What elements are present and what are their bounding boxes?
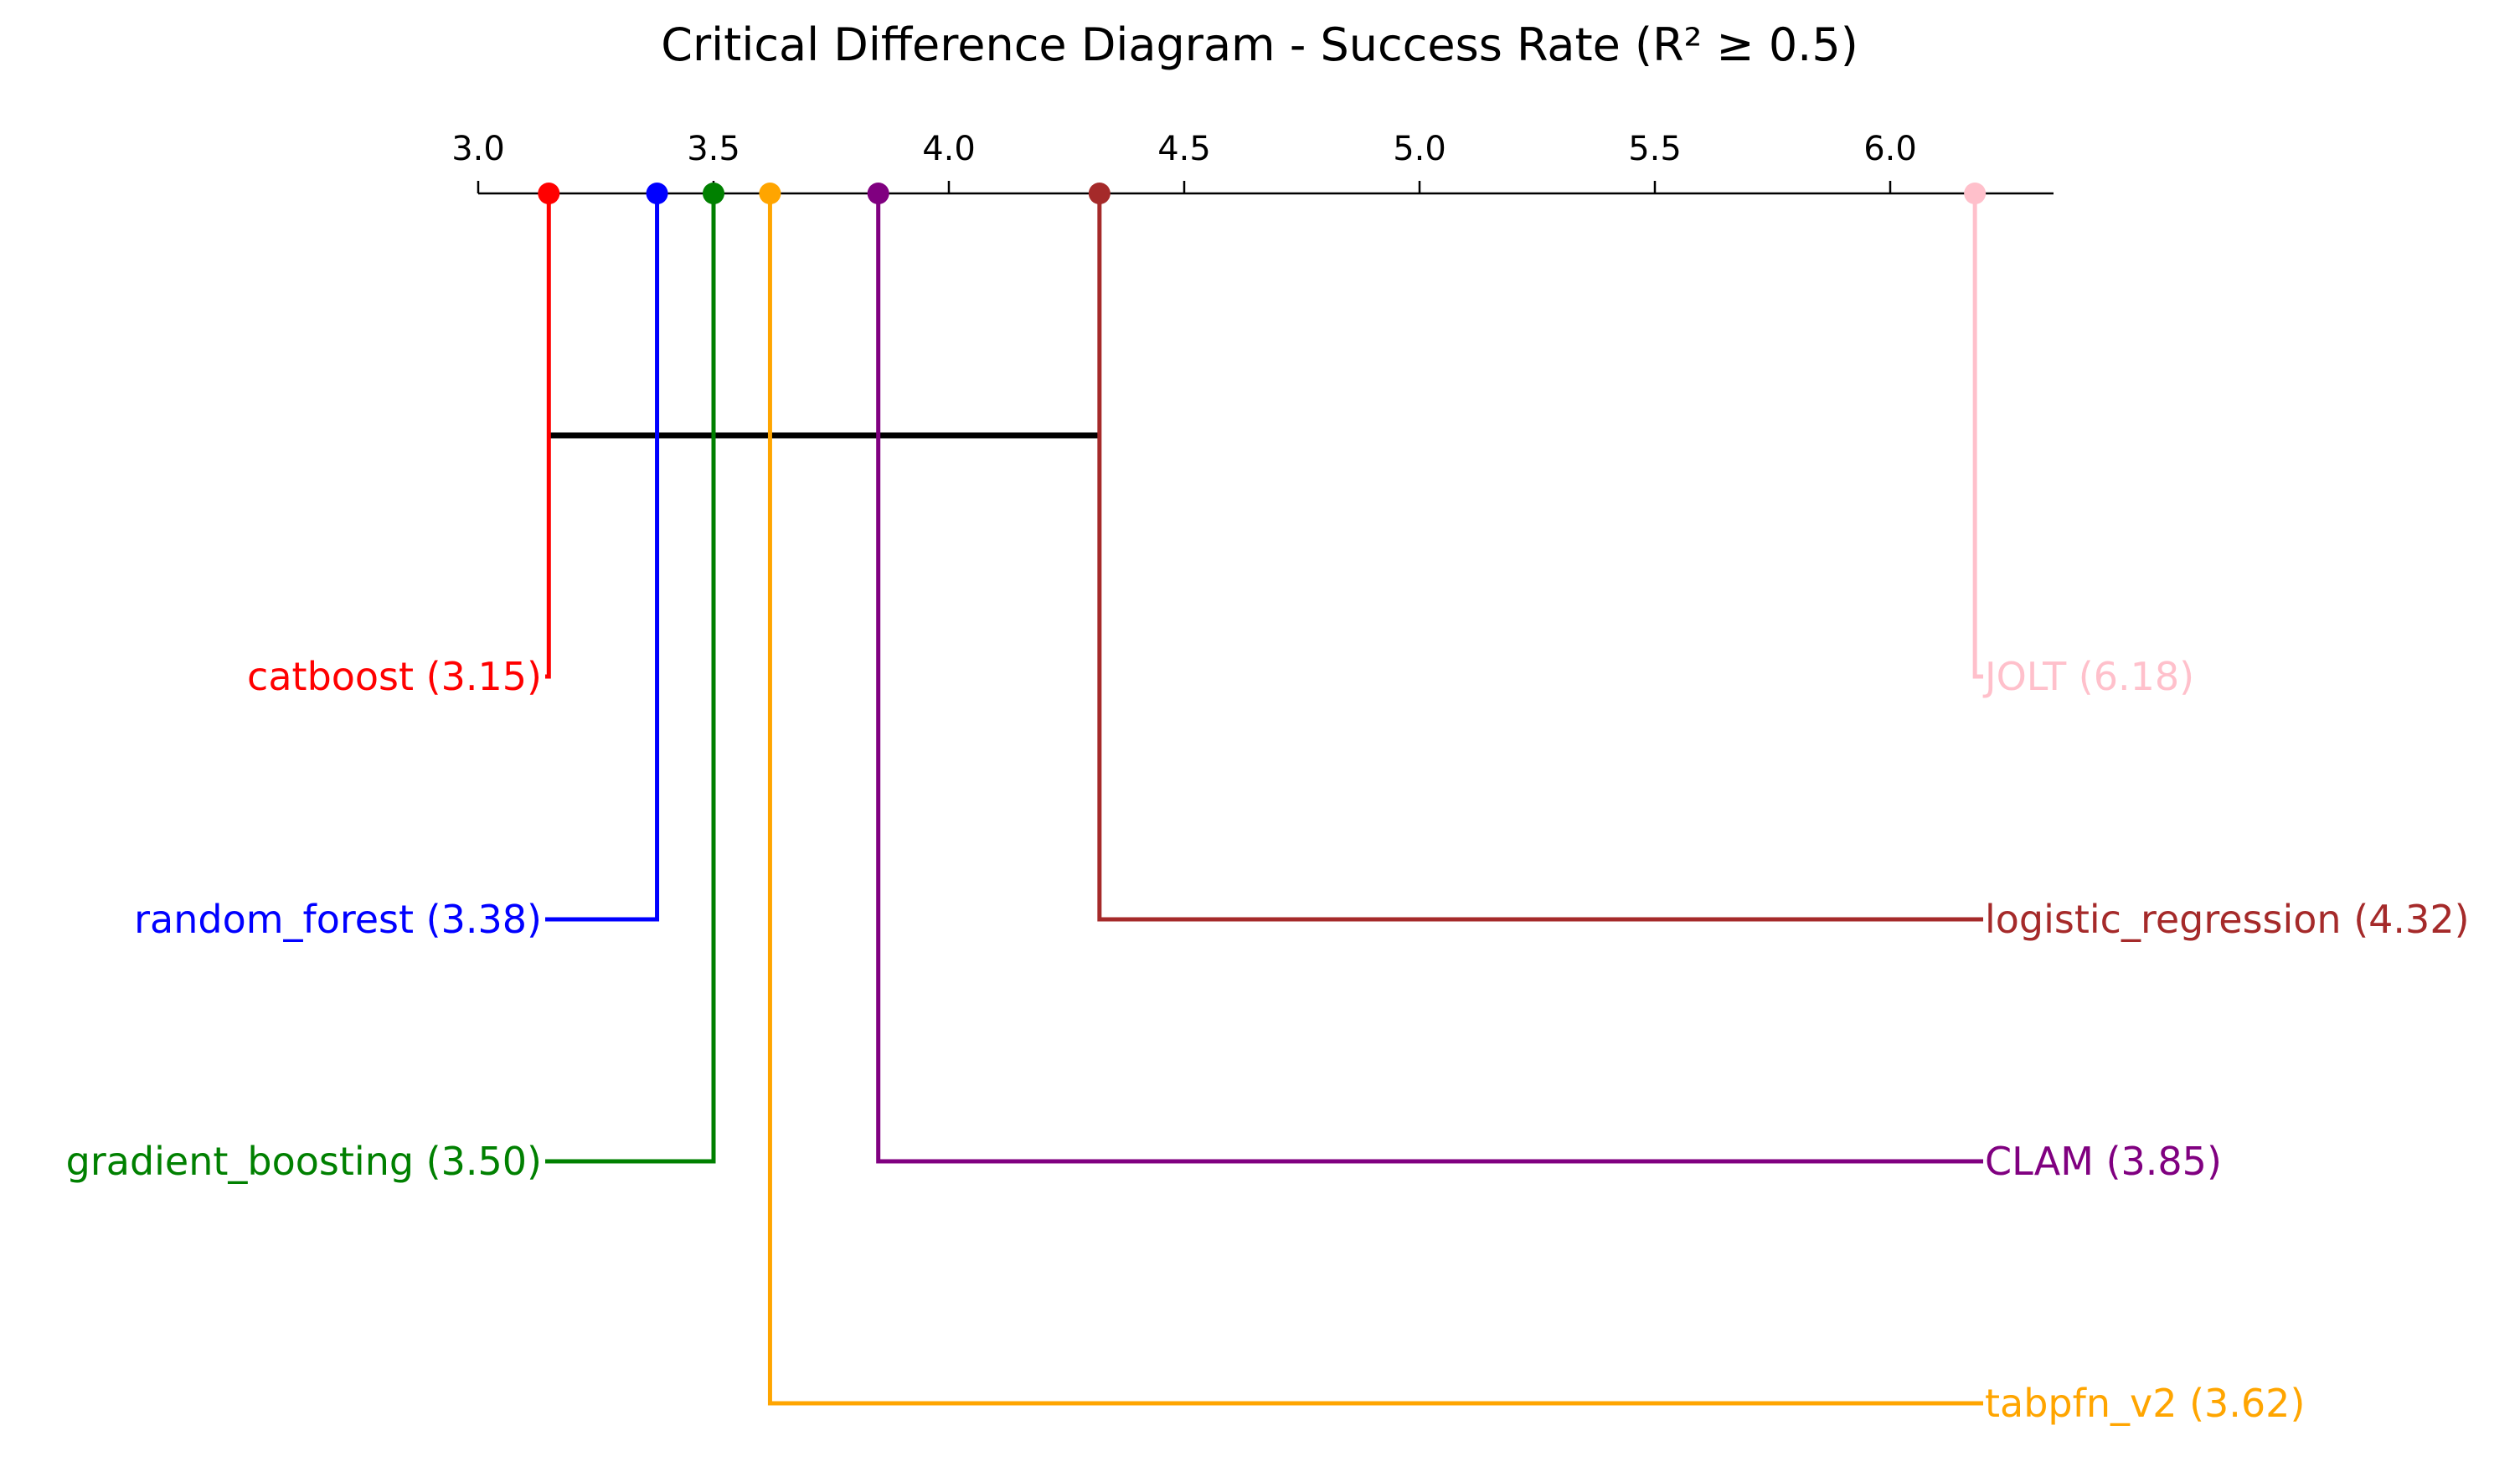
- axis-tick-label: 3.5: [687, 130, 740, 168]
- connector-tabpfn_v2: [767, 193, 1983, 1406]
- marker-CLAM: [867, 183, 889, 204]
- method-markers: catboost (3.15) random_forest (3.38) gradi…: [66, 183, 2470, 1426]
- axis-tick-label: 6.0: [1863, 130, 1917, 168]
- marker-JOLT: [1964, 183, 1987, 204]
- axis-tick-label: 4.0: [922, 130, 976, 168]
- marker-gradient_boosting: [703, 183, 724, 204]
- chart-title: Critical Difference Diagram - Success Ra…: [661, 18, 1858, 71]
- label-tabpfn_v2: tabpfn_v2 (3.62): [1985, 1381, 2305, 1426]
- connector-gradient_boosting: [545, 193, 716, 1164]
- axis-tick-label: 3.0: [451, 130, 505, 168]
- connector-catboost: [545, 193, 551, 679]
- marker-catboost: [538, 183, 560, 204]
- label-random_forest: random_forest (3.38): [134, 897, 542, 942]
- marker-tabpfn_v2: [759, 183, 781, 204]
- marker-random_forest: [646, 183, 668, 204]
- axis-tick-label: 4.5: [1157, 130, 1211, 168]
- connector-random_forest: [545, 193, 660, 922]
- label-JOLT: JOLT (6.18): [1982, 654, 2194, 699]
- axis-tick-label: 5.0: [1393, 130, 1446, 168]
- label-catboost: catboost (3.15): [247, 654, 542, 699]
- rank-axis: 3.0 3.5 4.0 4.5 5.0 5.5 6.0: [451, 130, 2054, 195]
- connector-CLAM: [876, 193, 1983, 1164]
- label-logistic_regression: logistic_regression (4.32): [1985, 897, 2470, 942]
- marker-logistic_regression: [1088, 183, 1111, 204]
- connector-JOLT: [1972, 193, 1983, 679]
- axis-tick-label: 5.5: [1628, 130, 1682, 168]
- label-gradient_boosting: gradient_boosting (3.50): [66, 1139, 542, 1184]
- connector-logistic_regression: [1097, 193, 1983, 922]
- label-CLAM: CLAM (3.85): [1985, 1139, 2222, 1184]
